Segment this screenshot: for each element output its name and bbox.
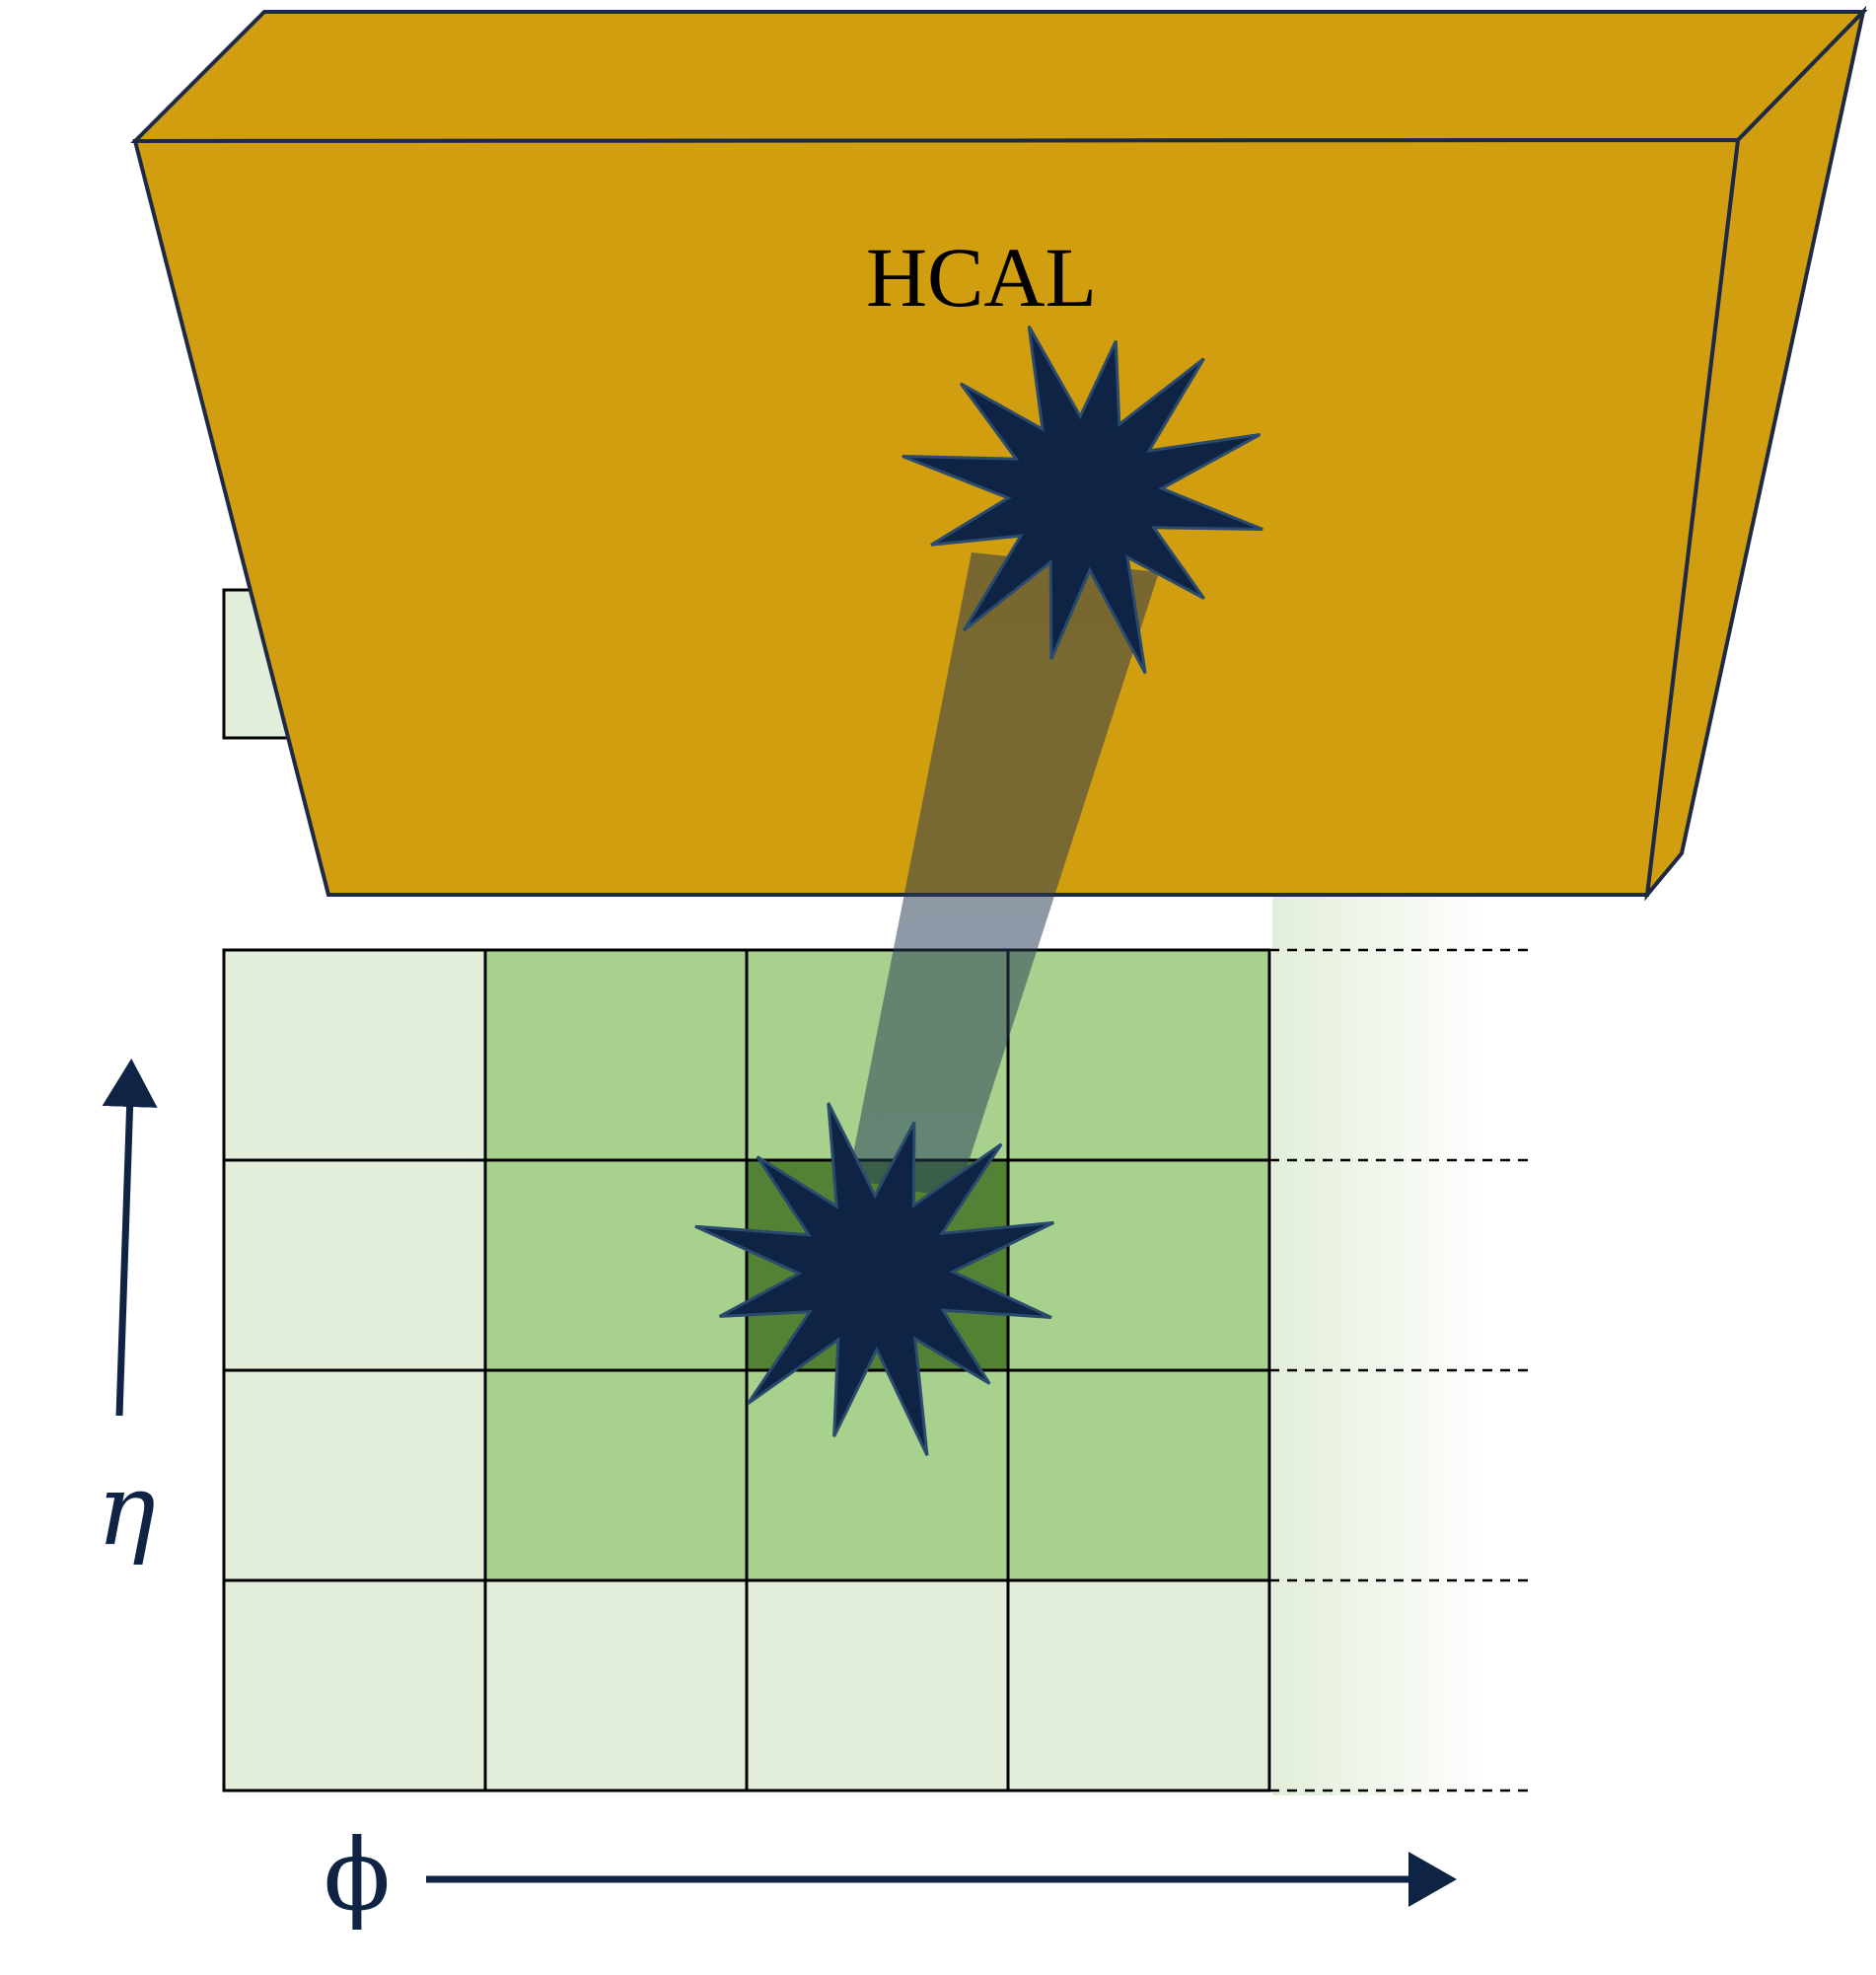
ecal-cell-outer <box>222 1578 487 1792</box>
eta-axis-arrow <box>102 1059 158 1417</box>
hcal-block: HCAL <box>130 5 1868 902</box>
ecal-cell-neighbor <box>1006 1368 1271 1582</box>
ecal-cell-outer <box>1006 1578 1271 1792</box>
ecal-cell-outer <box>483 1578 749 1792</box>
shower-beam <box>848 552 1159 1199</box>
ecal-cell-neighbor <box>1006 948 1271 1162</box>
ecal-cell-neighbor <box>483 1368 749 1582</box>
ecal-energy-deposit-burst <box>694 1102 1054 1456</box>
phi-axis-label: ϕ <box>324 1817 391 1933</box>
grid-fade-extension <box>1272 735 1489 1795</box>
hcal-front-face <box>132 137 1741 897</box>
hcal-label: HCAL <box>866 230 1097 325</box>
ecal-cell-neighbor <box>745 1368 1010 1582</box>
phi-axis: ϕ <box>324 1817 1457 1933</box>
ecal-cell-outer <box>745 1578 1010 1792</box>
ecal-cell-neighbor <box>483 948 749 1162</box>
grid-continuation-dashes <box>1269 948 1529 1792</box>
ecal-cell-outer <box>222 948 487 1162</box>
eta-axis-label: η <box>97 1452 156 1568</box>
ecal-cell-outer <box>222 1368 487 1582</box>
ecal-cell-outer <box>222 1158 487 1372</box>
hcal-energy-deposit-burst <box>902 326 1263 675</box>
ecal-cell-neighbor <box>483 1158 749 1372</box>
eta-axis: η <box>97 1059 158 1568</box>
ecal-cell-neighbor <box>1006 1158 1271 1372</box>
hcal-top-face <box>130 10 1868 144</box>
